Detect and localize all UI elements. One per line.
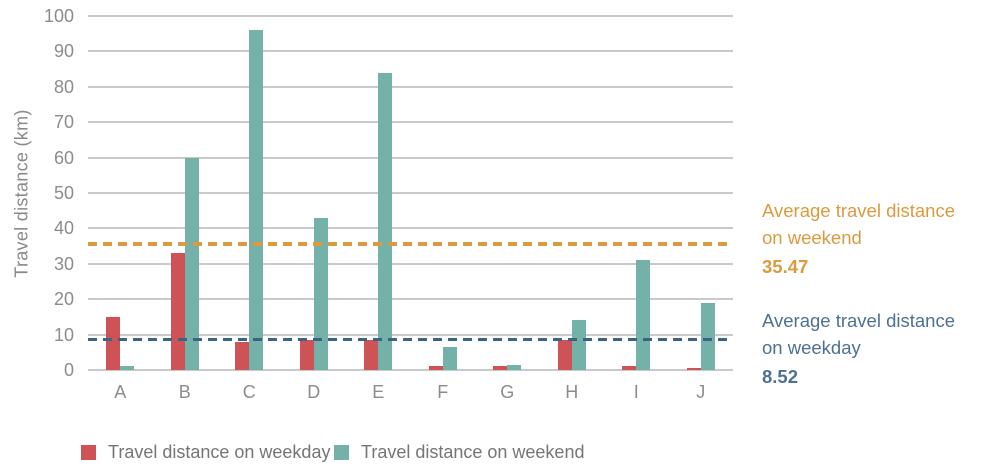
- gridline-100: [88, 15, 733, 17]
- bar-weekend-C: [249, 30, 264, 370]
- x-tick-label-C: C: [242, 382, 256, 402]
- weekend-average-label-line1: Average travel distance: [762, 200, 955, 221]
- x-tick-label-H: H: [565, 382, 579, 402]
- x-tick-label-A: A: [114, 382, 127, 402]
- x-tick-label-J: J: [696, 382, 706, 402]
- bar-weekday-I: [622, 366, 637, 370]
- gridline-50: [88, 192, 733, 194]
- weekend-average-label-line2: on weekend: [762, 227, 862, 248]
- gridline-30: [88, 262, 733, 265]
- weekend-legend-label: Travel distance on weekend: [361, 441, 585, 462]
- bar-weekday-F: [428, 366, 443, 370]
- gridline-40: [88, 227, 733, 230]
- bar-weekday-C: [235, 341, 250, 370]
- gridline-60: [88, 156, 733, 159]
- y-tick-label-0: 0: [63, 360, 74, 380]
- y-tick-label-10: 10: [53, 324, 74, 345]
- y-tick-label-50: 50: [53, 183, 74, 203]
- gridline-70: [88, 121, 733, 124]
- gridline-10: [88, 333, 733, 336]
- bar-weekday-B: [170, 253, 185, 370]
- legend-item-weekday: Travel distance on weekday: [81, 441, 331, 462]
- bar-weekend-I: [636, 260, 651, 370]
- y-tick-label-70: 70: [53, 112, 74, 133]
- x-tick-label-F: F: [437, 382, 449, 402]
- weekend-average-annotation: Average travel distance on weekend 35.47: [762, 197, 955, 280]
- y-tick-label-80: 80: [53, 76, 74, 97]
- bar-weekday-D: [299, 339, 314, 370]
- y-tick-label-90: 90: [53, 41, 74, 62]
- weekday-legend-swatch: [81, 444, 96, 460]
- y-tick-label-40: 40: [53, 218, 74, 239]
- bar-weekday-J: [686, 368, 701, 370]
- weekend-average-line: [88, 242, 733, 246]
- y-tick-label-100: 100: [43, 6, 74, 26]
- weekend-legend-swatch: [334, 444, 349, 460]
- y-tick-label-20: 20: [53, 289, 74, 310]
- weekday-average-value: 8.52: [762, 366, 799, 387]
- bar-weekday-E: [364, 339, 379, 370]
- x-tick-label-D: D: [307, 382, 321, 402]
- weekday-average-annotation: Average travel distance on weekday 8.52: [762, 307, 955, 390]
- bar-weekend-H: [571, 320, 586, 370]
- x-tick-label-E: E: [372, 382, 385, 402]
- gridline-20: [88, 298, 733, 301]
- legend-item-weekend: Travel distance on weekend: [334, 441, 585, 462]
- bar-weekend-F: [442, 346, 457, 370]
- y-tick-label-60: 60: [53, 147, 74, 168]
- bar-weekday-G: [493, 366, 508, 370]
- weekday-average-line: [88, 337, 733, 342]
- weekend-average-value: 35.47: [762, 256, 809, 277]
- y-tick-label-30: 30: [53, 253, 74, 274]
- bar-weekend-A: [120, 366, 135, 370]
- bar-weekend-E: [378, 72, 393, 370]
- plot-area: [88, 15, 733, 371]
- gridline-0: [88, 369, 733, 371]
- bar-weekend-D: [313, 217, 328, 370]
- weekday-average-label-line2: on weekday: [762, 337, 861, 358]
- bar-weekend-B: [184, 157, 199, 370]
- x-tick-label-B: B: [178, 382, 191, 402]
- bar-weekend-G: [507, 364, 522, 370]
- x-tick-label-G: G: [500, 382, 515, 402]
- gridline-90: [88, 50, 733, 53]
- bar-weekday-A: [106, 316, 121, 370]
- weekday-average-label-line1: Average travel distance: [762, 310, 955, 331]
- gridline-80: [88, 85, 733, 88]
- bar-weekend-J: [700, 302, 715, 370]
- weekday-legend-label: Travel distance on weekday: [108, 441, 331, 462]
- bar-weekday-H: [557, 339, 572, 370]
- x-tick-label-I: I: [633, 382, 639, 402]
